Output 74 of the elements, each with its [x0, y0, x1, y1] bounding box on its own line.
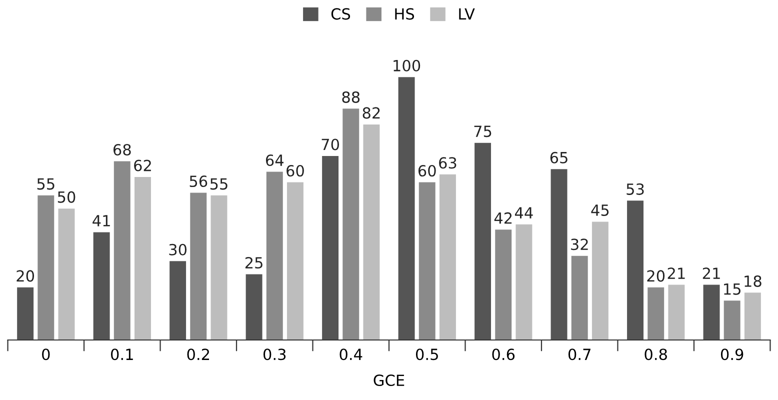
- data-label: 100: [394, 60, 420, 72]
- bar: [724, 300, 740, 340]
- bar: [266, 172, 283, 340]
- data-label: 30: [169, 244, 187, 256]
- x-tick-label: 0.2: [187, 348, 210, 360]
- data-label: 25: [245, 256, 262, 269]
- data-label: 20: [647, 270, 665, 282]
- data-label: 18: [744, 275, 762, 287]
- x-tick-label: 0: [42, 348, 50, 360]
- data-label: 60: [286, 164, 304, 177]
- bar: [474, 142, 492, 340]
- bar: [210, 195, 228, 340]
- data-label: 50: [58, 191, 76, 203]
- x-tick-label: 0.4: [340, 348, 362, 360]
- data-label: 20: [16, 270, 34, 282]
- bar: [668, 284, 685, 340]
- bar: [342, 108, 360, 340]
- data-label: 65: [550, 152, 568, 164]
- bar: [703, 284, 720, 340]
- x-tick-label: 0.3: [263, 348, 286, 360]
- bar: [418, 182, 436, 340]
- bar: [744, 292, 761, 340]
- bar: [134, 177, 151, 340]
- bar: [648, 287, 664, 340]
- bar: [93, 232, 110, 340]
- data-label: 45: [591, 204, 609, 216]
- legend-label: LV: [459, 8, 475, 20]
- data-label: 53: [626, 183, 644, 195]
- x-tick-label: 0.1: [111, 348, 133, 360]
- bar: [17, 287, 34, 340]
- data-label: 70: [322, 138, 339, 150]
- data-label: 63: [439, 157, 456, 169]
- legend-label: CS: [331, 8, 350, 20]
- bar: [286, 182, 304, 340]
- bar: [627, 200, 644, 340]
- bar: [114, 161, 130, 340]
- data-label: 42: [494, 212, 512, 224]
- data-label: 75: [474, 126, 492, 138]
- bar: [322, 156, 339, 340]
- data-label: 62: [134, 160, 151, 172]
- data-label: 56: [190, 176, 208, 188]
- data-label: 55: [210, 178, 228, 190]
- data-label: 88: [342, 91, 360, 103]
- bar: [190, 192, 207, 340]
- x-axis-title: GCE: [374, 374, 404, 386]
- bar: [398, 77, 415, 340]
- bar: [516, 224, 532, 340]
- x-tick-label: 0.7: [568, 348, 590, 360]
- x-tick-label: 0.9: [720, 348, 744, 360]
- legend-label: HS: [395, 8, 414, 20]
- data-label: 15: [724, 283, 740, 295]
- x-tick-label: 0.6: [492, 348, 515, 360]
- data-label: 44: [514, 207, 533, 218]
- bar: [246, 274, 262, 340]
- bar: [571, 256, 588, 340]
- x-tick-label: 0.8: [644, 348, 667, 360]
- bar: [170, 261, 186, 340]
- bar: [592, 222, 608, 340]
- data-label: 64: [266, 154, 284, 166]
- bar: [495, 230, 512, 340]
- data-label: 41: [92, 215, 110, 226]
- bar: [550, 169, 568, 340]
- bar: [38, 195, 54, 340]
- data-label: 32: [571, 238, 588, 250]
- bar: [363, 124, 380, 340]
- data-label: 60: [418, 164, 436, 177]
- data-label: 21: [668, 268, 685, 279]
- data-label: 55: [37, 178, 54, 190]
- x-tick-label: 0.5: [416, 348, 438, 360]
- bar: [439, 174, 456, 340]
- data-label: 82: [362, 107, 380, 119]
- data-label: 21: [702, 268, 720, 279]
- bar: [58, 208, 75, 340]
- data-label: 68: [113, 144, 131, 156]
